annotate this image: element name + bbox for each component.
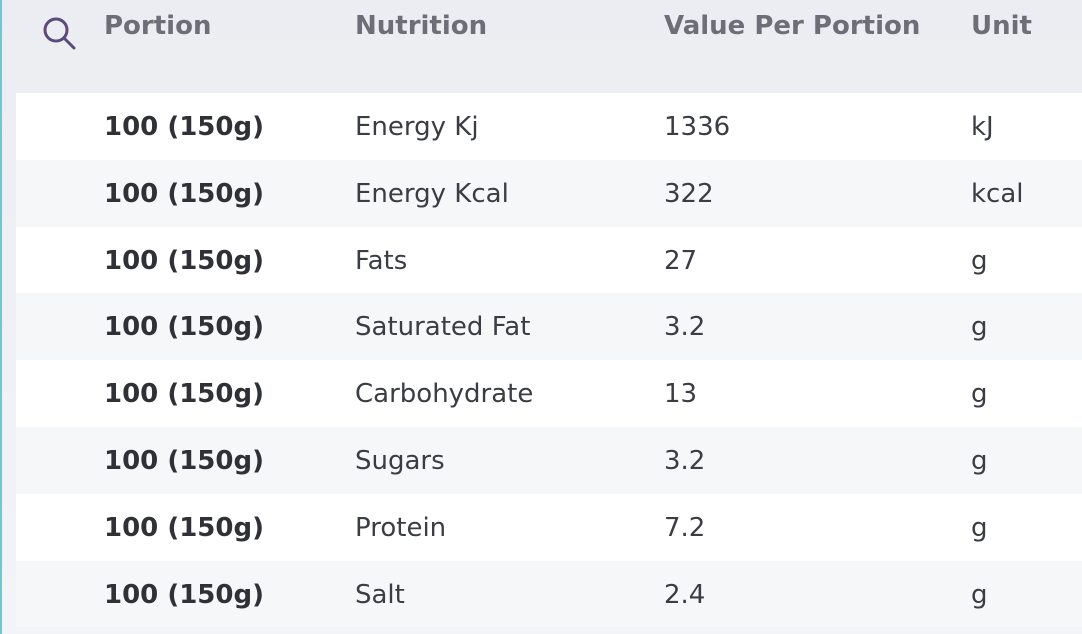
cell-portion: 100 (150g) — [104, 178, 264, 209]
cell-unit: g — [971, 379, 988, 410]
cell-nutrition: Carbohydrate — [355, 379, 534, 410]
search-button[interactable] — [40, 14, 80, 54]
cell-value: 3.2 — [664, 312, 706, 343]
cell-portion: 100 (150g) — [104, 579, 264, 610]
table-row[interactable]: 100 (150g) Salt 2.4 g — [16, 560, 1082, 628]
cell-unit: g — [971, 312, 988, 343]
cell-value: 322 — [664, 178, 714, 209]
cell-portion: 100 (150g) — [104, 512, 264, 543]
cell-unit: kcal — [971, 178, 1024, 209]
header-value-per-portion[interactable]: Value Per Portion — [664, 11, 921, 41]
cell-value: 13 — [664, 379, 698, 410]
cell-value: 7.2 — [664, 512, 706, 543]
header-portion[interactable]: Portion — [104, 11, 212, 41]
cell-portion: 100 (150g) — [104, 445, 264, 476]
cell-value: 27 — [664, 245, 698, 276]
cell-nutrition: Salt — [355, 579, 405, 610]
cell-nutrition: Protein — [355, 512, 447, 543]
cell-unit: g — [971, 512, 988, 543]
header-unit[interactable]: Unit — [971, 11, 1032, 41]
table-header: Portion Nutrition Value Per Portion Unit — [2, 0, 1082, 93]
cell-portion: 100 (150g) — [104, 112, 264, 142]
cell-nutrition: Energy Kcal — [355, 178, 509, 209]
search-icon — [43, 17, 76, 50]
table-row[interactable]: 100 (150g) Energy Kcal 322 kcal — [16, 159, 1082, 227]
table-row[interactable]: 100 (150g) Energy Kj 1336 kJ — [16, 93, 1082, 160]
cell-nutrition: Energy Kj — [355, 112, 479, 142]
cell-nutrition: Fats — [355, 245, 408, 276]
cell-unit: g — [971, 245, 988, 276]
cell-unit: kJ — [971, 112, 994, 142]
nutrition-table-body: 100 (150g) Energy Kj 1336 kJ 100 (150g) … — [16, 93, 1082, 628]
cell-nutrition: Sugars — [355, 445, 445, 476]
table-row[interactable]: 100 (150g) Carbohydrate 13 g — [16, 360, 1082, 427]
cell-portion: 100 (150g) — [104, 379, 264, 410]
cell-value: 3.2 — [664, 445, 706, 476]
cell-unit: g — [971, 579, 988, 610]
header-nutrition[interactable]: Nutrition — [355, 11, 488, 41]
cell-nutrition: Saturated Fat — [355, 312, 531, 343]
table-row[interactable]: 100 (150g) Sugars 3.2 g — [16, 426, 1082, 494]
cell-value: 2.4 — [664, 579, 706, 610]
cell-portion: 100 (150g) — [104, 312, 264, 343]
cell-value: 1336 — [664, 112, 731, 142]
table-row[interactable]: 100 (150g) Saturated Fat 3.2 g — [16, 293, 1082, 361]
cell-unit: g — [971, 445, 988, 476]
cell-portion: 100 (150g) — [104, 245, 264, 276]
table-row[interactable]: 100 (150g) Fats 27 g — [16, 226, 1082, 294]
table-row[interactable]: 100 (150g) Protein 7.2 g — [16, 493, 1082, 561]
